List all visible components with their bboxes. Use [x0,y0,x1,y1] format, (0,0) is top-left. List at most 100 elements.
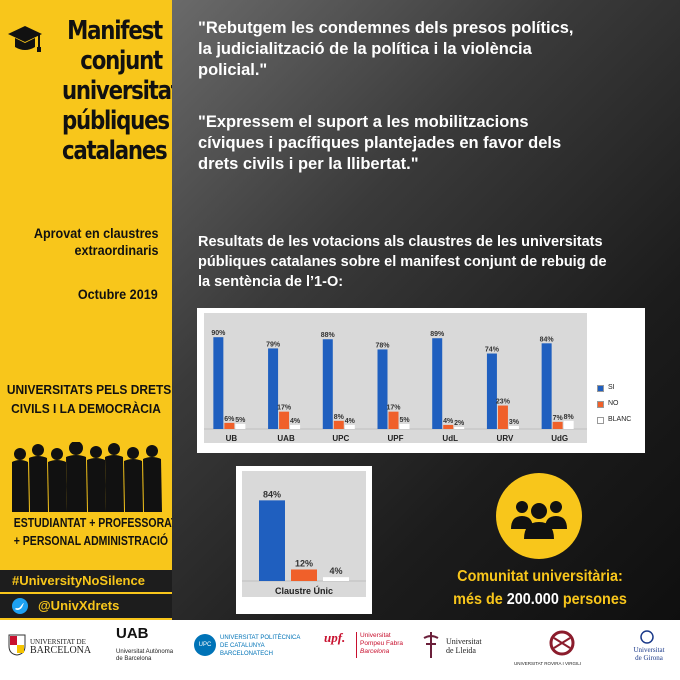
upf-line: Barcelona [360,648,390,655]
uab-mark: UAB [116,625,149,642]
data-label: 17% [277,405,292,412]
bar-no-udl [443,424,454,429]
ub-line: BARCELONA [30,645,92,656]
tick-label: UAB [277,434,295,443]
community-groups: ESTUDIANTAT + PROFESSORAT + PERSONAL ADM… [13,514,178,550]
urv-name: UNIVERSITAT ROVIRA I VIRGILI [514,661,582,666]
title-line: públiques [61,106,170,136]
chart-legend: SI NO BLANC [597,383,641,431]
legend-swatch [597,385,604,392]
legend-swatch [597,401,604,408]
approved-line: Aprovat en claustres [33,225,158,241]
hashtag-link[interactable]: #UniversityNoSilence [0,570,172,592]
data-label: 3% [509,419,520,426]
logo-udl: Universitat de Lleida [420,630,504,672]
logo-upc: UPC UNIVERSITAT POLITÈCNICA DE CATALUNYA… [194,630,306,672]
data-label: 23% [496,399,511,406]
quote-line: "Expressem el suport a les mobilitzacion… [198,113,529,131]
bar-blanc-uab [290,424,301,429]
community-post: persones [558,591,627,608]
bar-si-ub [213,337,224,429]
bar-blanc-ub [235,423,246,429]
bar-blanc-udg [563,420,574,429]
tick-label: UB [226,434,238,443]
urv-emblem-icon [549,630,575,656]
data-label: 4% [345,418,356,425]
udg-emblem-icon [640,630,654,644]
bar-blanc-udl [454,426,465,429]
uab-line: Universitat Autònoma [116,649,174,655]
left-panel: Manifest conjunt universitats públiques … [0,0,192,620]
upc-mark: UPC [194,634,216,656]
community-label: Comunitat universitària: [457,568,623,585]
udl-line: de Lleida [446,646,476,655]
approved-note: Aprovat en claustres extraordinaris [33,225,158,259]
udl-line: Universitat [446,637,482,646]
bar-no-upc [333,420,344,429]
quote-line: policial." [198,61,268,79]
logo-upf: upf. Universitat Pompeu Fabra Barcelona [324,630,404,672]
bar-claustre-0 [259,500,285,581]
data-label: 89% [430,331,445,338]
quote-line: cíviques i pacífiques plantejades en fav… [198,134,562,152]
data-label: 88% [321,332,336,339]
logo-udg: Universitat de Girona [620,630,678,672]
legend-label: SI [608,384,615,391]
results-line: Resultats de les votacions als claustres… [198,234,603,250]
crowd-silhouettes-image [12,442,162,512]
ub-shield-icon [8,634,26,656]
legend-item-si: SI [597,383,641,399]
quote-line: "Rebutgem les condemnes dels presos polí… [198,19,574,37]
tick-label: UdG [551,434,568,443]
bar-si-upc [322,339,333,429]
legend-item-blanc: BLANC [597,415,641,431]
staff-line: ESTUDIANTAT + PROFESSORAT [13,516,178,530]
bar-no-uab [279,411,290,429]
bar-no-upf [388,411,399,429]
data-label: 90% [211,330,226,337]
twitter-link[interactable]: @UnivXdrets [0,594,172,618]
approval-date: Octubre 2019 [78,286,158,302]
bar-si-udl [432,338,443,429]
data-label: 78% [375,342,390,349]
graduation-cap-icon [8,26,42,52]
data-label: 4% [329,566,342,576]
upf-line: Pompeu Fabra [360,640,403,647]
title-line: catalanes [61,136,168,166]
data-label: 12% [295,558,313,568]
bar-si-upf [377,349,388,429]
slogan-line: CIVILS I LA DEMOCRÀCIA [11,401,161,416]
bar-no-ub [224,422,235,429]
data-label: 4% [290,418,301,425]
bar-claustre-1 [291,569,317,581]
results-line: públiques catalanes sobre el manifest co… [198,254,607,270]
legend-swatch [597,417,604,424]
data-label: 79% [266,341,281,348]
bar-no-udg [552,421,563,429]
twitter-handle: @UnivXdrets [38,598,120,613]
upf-line: Universitat [360,632,391,639]
data-label: 4% [443,418,454,425]
bar-no-urv [497,405,508,429]
quote-condemnation: "Rebutgem les condemnes dels presos polí… [198,18,668,81]
title-line: Manifest [67,16,163,46]
community-count: més de 200.000 persones [432,589,648,611]
uab-line: de Barcelona [116,656,152,662]
upc-line: DE CATALUNYA [220,643,265,649]
data-label: 2% [454,420,465,427]
bar-blanc-upf [399,423,410,429]
data-label: 84% [263,489,281,499]
approved-line: extraordinaris [73,242,158,258]
quote-line: la judicialització de la política i la v… [198,40,532,58]
tick-label: Claustre Únic [275,585,333,596]
claustre-unic-chart: 84% 12% 4% Claustre Únic [236,466,372,614]
logo-ub: UNIVERSITAT DE BARCELONA [8,630,94,672]
logo-urv: UNIVERSITAT ROVIRA I VIRGILI [514,630,610,672]
data-label: 5% [235,417,246,424]
legend-item-no: NO [597,399,641,415]
data-label: 7% [553,415,564,422]
quote-line: drets civils i per la llibertat." [198,155,419,173]
chart-svg: 84% 12% 4% Claustre Únic [242,489,366,596]
chart-svg: 90%6% 5%UB79%17%4%UAB88%8%4%UPC78%17%5%UP… [204,330,587,443]
data-label: 6% [224,416,235,423]
